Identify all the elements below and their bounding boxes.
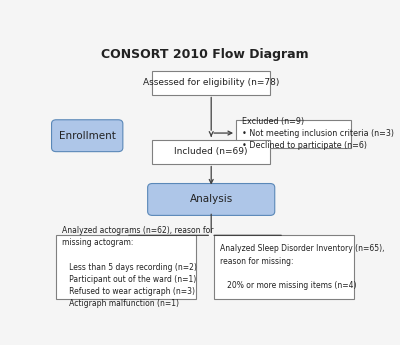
FancyBboxPatch shape [236,120,351,148]
FancyBboxPatch shape [148,184,275,215]
FancyBboxPatch shape [56,235,196,299]
Text: Analysis: Analysis [190,195,233,205]
FancyBboxPatch shape [52,120,123,152]
FancyBboxPatch shape [152,71,270,95]
FancyBboxPatch shape [152,140,270,164]
Text: Analyzed Sleep Disorder Inventory (n=65),
reason for missing:

   20% or more mi: Analyzed Sleep Disorder Inventory (n=65)… [220,245,384,290]
Text: Enrollment: Enrollment [59,131,116,141]
Text: Analyzed actograms (n=62), reason for
missing actogram:

   Less than 5 days rec: Analyzed actograms (n=62), reason for mi… [62,226,213,308]
Text: Included (n=69): Included (n=69) [174,147,248,156]
Text: Excluded (n=9)
• Not meeting inclusion criteria (n=3)
• Declined to participate : Excluded (n=9) • Not meeting inclusion c… [242,117,394,150]
Text: CONSORT 2010 Flow Diagram: CONSORT 2010 Flow Diagram [101,48,309,61]
Text: Assessed for eligibility (n=78): Assessed for eligibility (n=78) [143,78,279,87]
FancyBboxPatch shape [214,235,354,299]
